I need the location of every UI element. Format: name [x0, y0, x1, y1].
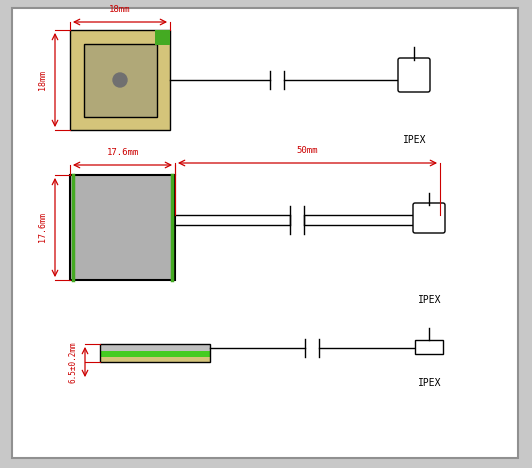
Bar: [100, 344, 210, 362]
Circle shape: [113, 73, 127, 87]
Text: 17.6mm: 17.6mm: [106, 148, 139, 157]
FancyBboxPatch shape: [398, 58, 430, 92]
Bar: [70, 175, 175, 280]
Bar: [100, 351, 210, 357]
Text: 50mm: 50mm: [297, 146, 318, 155]
Text: IPEX: IPEX: [418, 295, 442, 305]
Bar: [415, 340, 443, 354]
FancyBboxPatch shape: [413, 203, 445, 233]
Bar: [70, 30, 170, 130]
Text: 18mm: 18mm: [109, 5, 131, 14]
Bar: [100, 344, 210, 351]
Text: 17.6mm: 17.6mm: [38, 212, 47, 242]
Bar: [155, 30, 170, 45]
Text: IPEX: IPEX: [418, 378, 442, 388]
Text: 6.5±0.2mm: 6.5±0.2mm: [68, 341, 77, 383]
Text: 18mm: 18mm: [38, 70, 47, 90]
Bar: [100, 357, 210, 362]
Text: IPEX: IPEX: [403, 135, 427, 145]
Bar: [84, 44, 157, 117]
